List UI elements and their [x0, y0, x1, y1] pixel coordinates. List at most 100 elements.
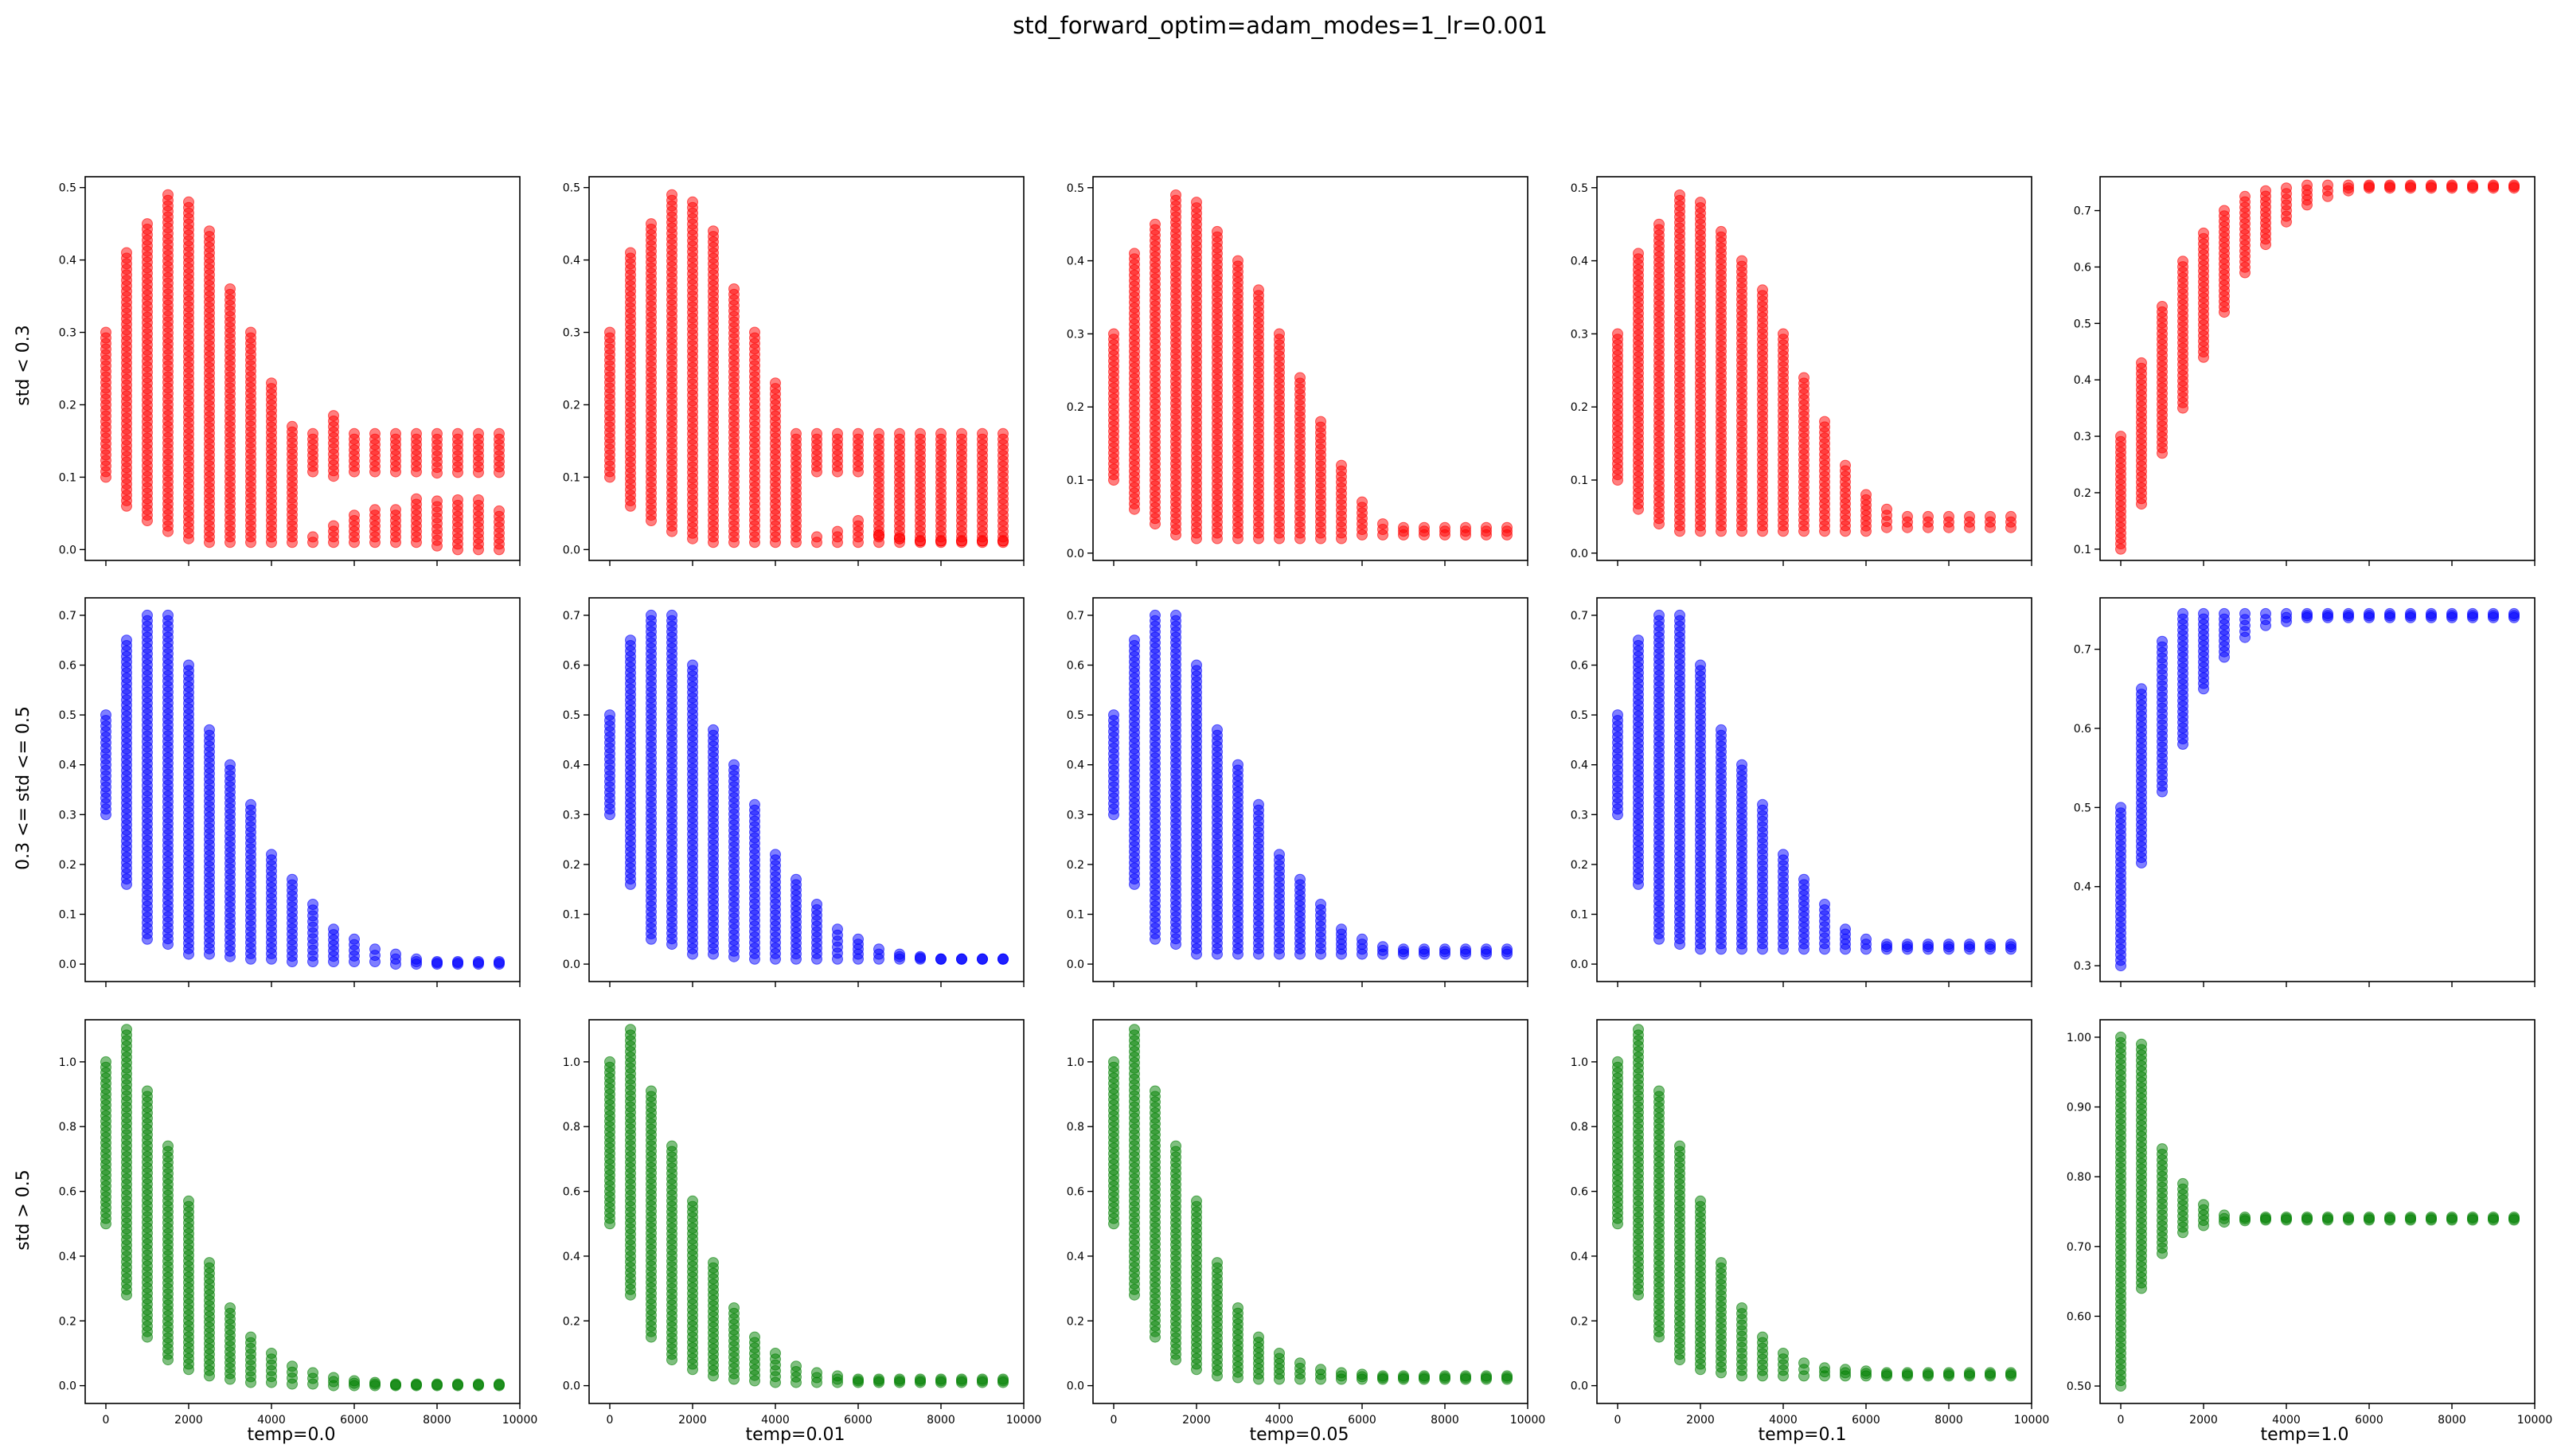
y-tick-label: 0.5: [1571, 709, 1588, 722]
scatter-point: [915, 950, 926, 962]
scatter-point: [1501, 943, 1513, 955]
scatter-point: [390, 948, 401, 960]
scatter-points: [100, 189, 505, 556]
y-tick-label: 0.4: [59, 255, 76, 267]
scatter-point: [1150, 609, 1161, 621]
y-tick-label: 0.4: [2074, 881, 2091, 894]
scatter-point: [224, 759, 236, 771]
scatter-point: [411, 953, 422, 965]
y-tick-label: 0.5: [1067, 182, 1084, 195]
scatter-point: [1232, 255, 1243, 267]
scatter-point: [1964, 510, 1975, 522]
scatter-point: [1439, 943, 1450, 955]
scatter-point: [997, 535, 1009, 547]
scatter-point: [287, 1360, 298, 1372]
scatter-point: [935, 953, 947, 965]
scatter-point: [853, 427, 864, 439]
scatter-point: [1274, 328, 1285, 340]
y-tick-label: 0.3: [1571, 809, 1588, 822]
y-tick-label: 0.3: [2074, 960, 2091, 973]
scatter-point: [935, 535, 947, 547]
scatter-point: [749, 798, 760, 810]
scatter-point: [708, 724, 719, 736]
scatter-point: [266, 377, 277, 389]
scatter-point: [1336, 923, 1347, 935]
y-tick-label: 1.0: [59, 1056, 76, 1069]
scatter-point: [935, 427, 947, 439]
axes-frame: [588, 176, 1025, 561]
scatter-point: [328, 520, 339, 532]
scatter-point: [811, 531, 822, 543]
scatter-point: [2260, 607, 2271, 619]
scatter-point: [832, 525, 843, 537]
scatter-point: [328, 923, 339, 935]
scatter-point: [1612, 709, 1623, 721]
scatter-point: [2364, 179, 2375, 191]
scatter-point: [2177, 607, 2188, 619]
y-tick-label: 0.3: [59, 327, 76, 340]
y-tick-label: 0.6: [2074, 723, 2091, 736]
scatter-point: [1460, 521, 1471, 533]
y-tick-label: 0.3: [1067, 328, 1084, 341]
scatter-point: [666, 609, 677, 621]
y-tick-label: 0.3: [2074, 431, 2091, 443]
x-tick-label: 6000: [340, 1414, 369, 1427]
scatter-point: [1964, 939, 1975, 950]
scatter-point: [100, 1056, 111, 1068]
scatter-point: [2136, 683, 2147, 695]
scatter-points: [1108, 189, 1513, 545]
scatter-point: [1695, 197, 1706, 209]
scatter-points: [2115, 607, 2520, 972]
y-tick-label: 0.0: [59, 958, 76, 971]
y-tick-label: 0.5: [1067, 709, 1084, 722]
y-tick-label: 0.1: [1067, 474, 1084, 487]
scatter-point: [142, 218, 153, 230]
subplot-r1-c2: 0.00.10.20.30.40.50.60.7: [1067, 597, 1528, 987]
scatter-point: [307, 899, 318, 910]
scatter-point: [183, 659, 194, 671]
scatter-points: [2115, 179, 2520, 555]
y-tick-label: 0.6: [59, 1186, 76, 1199]
y-tick-label: 0.5: [59, 709, 76, 722]
scatter-point: [452, 956, 463, 967]
scatter-point: [121, 247, 132, 259]
scatter-point: [349, 427, 360, 439]
y-tick-label: 0.1: [59, 471, 76, 484]
scatter-point: [494, 427, 505, 439]
scatter-point: [604, 1056, 615, 1068]
subplot-r1-c4: 0.30.40.50.60.7: [2074, 597, 2536, 987]
scatter-point: [1860, 489, 1872, 501]
scatter-point: [1481, 943, 1492, 955]
scatter-point: [2488, 179, 2499, 191]
scatter-point: [811, 899, 822, 910]
scatter-point: [1336, 459, 1347, 471]
y-tick-label: 0.5: [59, 182, 76, 195]
scatter-point: [1212, 225, 1223, 237]
scatter-point: [728, 283, 740, 295]
scatter-point: [770, 377, 781, 389]
y-tick-label: 0.3: [563, 809, 580, 822]
subplot-r0-c2: 0.00.10.20.30.40.5: [1067, 176, 1528, 566]
x-tick-label: 0: [103, 1414, 110, 1427]
scatter-point: [473, 956, 484, 967]
subplot-r1-c0: 0.00.10.20.30.40.50.60.7: [59, 597, 521, 987]
scatter-point: [2467, 607, 2478, 619]
scatter-point: [1819, 899, 1830, 910]
y-tick-label: 0.2: [1067, 859, 1084, 872]
y-tick-label: 0.2: [1571, 859, 1588, 872]
y-tick-label: 0.0: [1067, 548, 1084, 560]
scatter-point: [687, 659, 698, 671]
scatter-point: [1253, 284, 1264, 296]
scatter-point: [625, 634, 636, 646]
scatter-point: [1108, 709, 1119, 721]
scatter-point: [473, 427, 484, 439]
x-tick-label: 2000: [174, 1414, 203, 1427]
row-label-1: 0.3 <= std <= 0.5: [14, 706, 33, 870]
scatter-point: [1501, 521, 1513, 533]
subplot-r0-c1: 0.00.10.20.30.40.5: [563, 176, 1025, 566]
scatter-point: [1819, 416, 1830, 427]
col-label-4: temp=1.0: [2261, 1425, 2349, 1445]
y-tick-label: 0.5: [1571, 182, 1588, 195]
x-tick-label: 8000: [423, 1414, 451, 1427]
y-tick-label: 0.1: [563, 908, 580, 921]
